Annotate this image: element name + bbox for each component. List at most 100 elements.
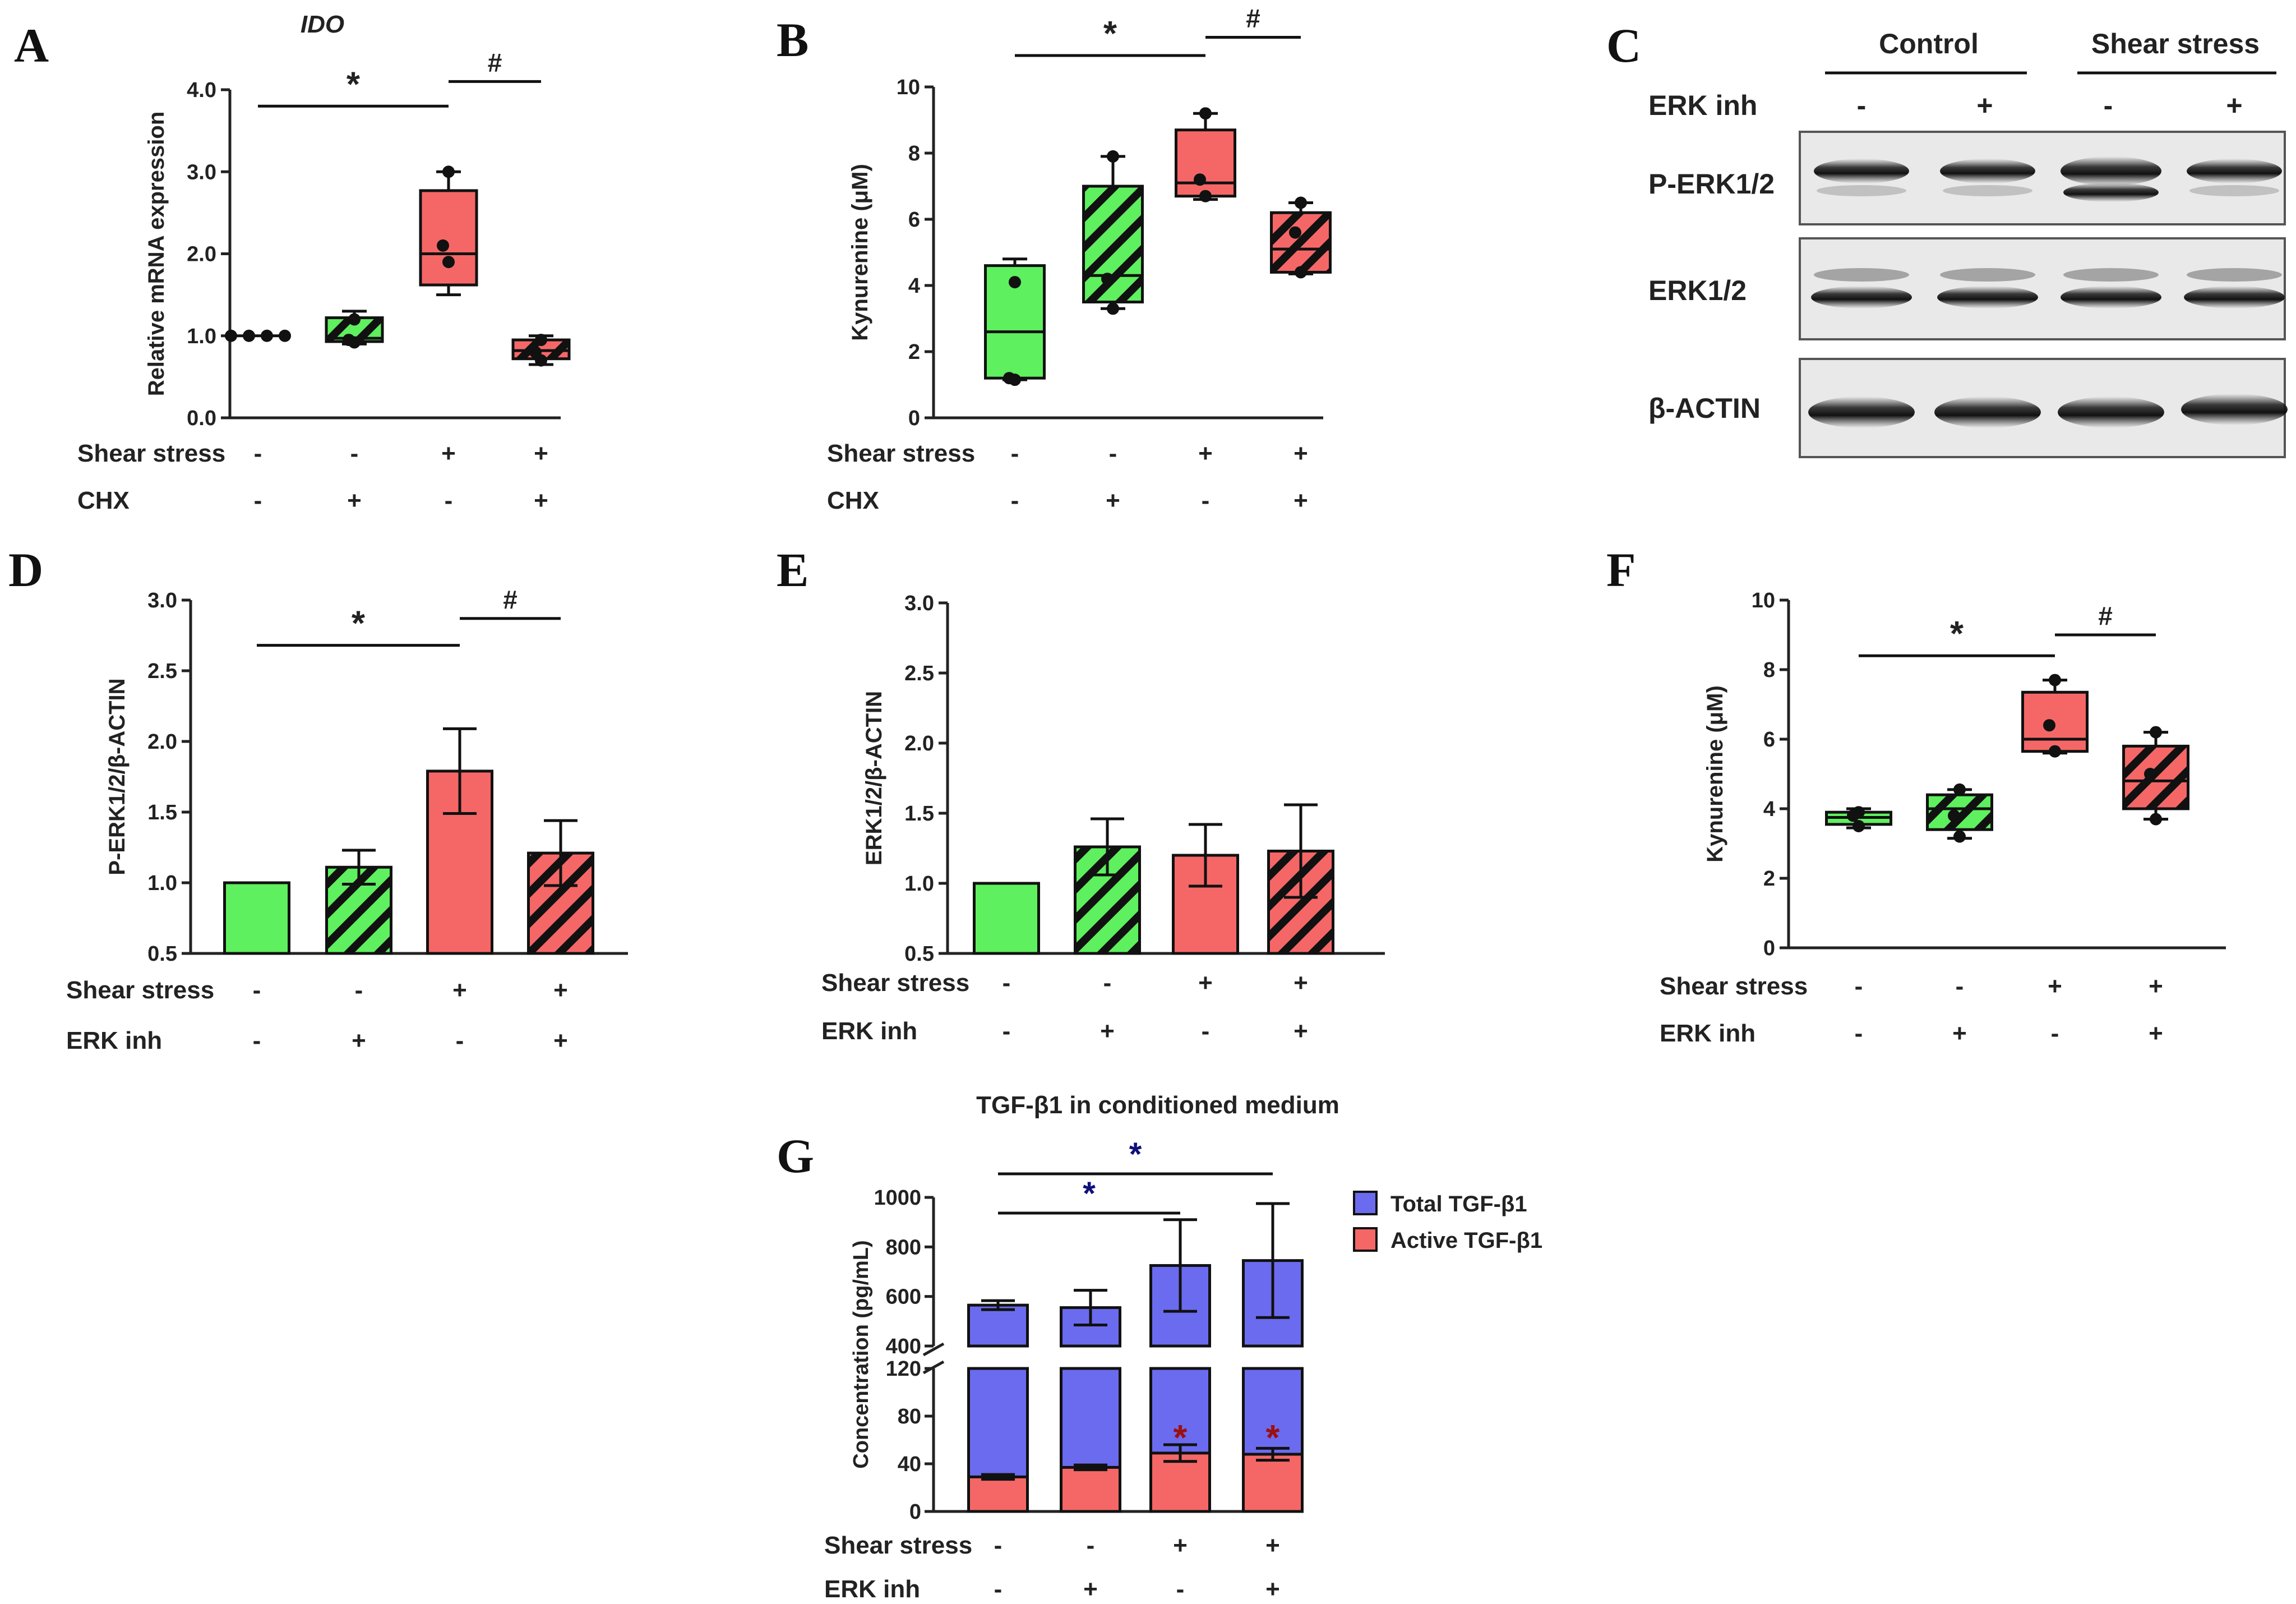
chart-f-data-point [1847, 809, 1859, 822]
chart-d-treatment-sign: + [352, 1027, 366, 1054]
chart-g-ytick-label: 600 [886, 1285, 921, 1309]
chart-e-ylabel: ERK1/2/β-ACTIN [862, 691, 886, 865]
wb-sign-4: + [2226, 90, 2242, 121]
chart-b-ytick-label: 2 [908, 340, 920, 364]
chart-g-legend-label-total: Total TGF-β1 [1390, 1192, 1527, 1216]
chart-b-data-point [1199, 190, 1212, 202]
chart-a-ytick-label: 4.0 [187, 79, 216, 102]
chart-g-treatment-sign: - [994, 1575, 1003, 1603]
chart-a-box [419, 189, 478, 287]
wb-band-erk-1a [1814, 268, 1909, 282]
wb-band-perk-4b [2189, 185, 2279, 196]
chart-g-sig-label: * [1083, 1176, 1096, 1212]
chart-e-bar [973, 882, 1040, 955]
chart-b-data-point [1009, 276, 1021, 289]
chart-f-box [2122, 744, 2189, 810]
panel-letter-g: G [777, 1129, 814, 1183]
chart-f-box [2021, 690, 2089, 753]
chart-f-ytick-label: 8 [1763, 658, 1775, 682]
chart-b-data-point [1107, 302, 1119, 315]
chart-a-ytick-label: 3.0 [187, 160, 216, 184]
chart-d-ytick-label: 2.5 [147, 660, 177, 683]
chart-f-data-point [1948, 809, 1960, 822]
chart-f-shear-sign: - [1956, 972, 1964, 1000]
chart-d-shear-sign: - [355, 976, 363, 1004]
wb-band-erk-1 [1811, 286, 1912, 308]
chart-d-ylabel: P-ERK1/2/β-ACTIN [105, 678, 130, 875]
chart-g-treatment-sign: + [1083, 1575, 1098, 1603]
chart-a-data-point [437, 239, 449, 252]
wb-band-perk-4 [2187, 159, 2282, 183]
chart-g-shear-sign: + [1173, 1532, 1188, 1559]
chart-a-sig-label: * [347, 65, 361, 104]
panel-letter-c: C [1606, 19, 1641, 72]
panel-letter-f: F [1606, 543, 1636, 597]
wb-band-erk-3a [2063, 268, 2159, 282]
chart-b-row-treatment-label: CHX [827, 487, 879, 514]
chart-g-row-treatment-label: ERK inh [824, 1575, 920, 1603]
chart-b-treatment-sign: + [1293, 487, 1308, 514]
chart-d-ytick-label: 0.5 [147, 942, 177, 966]
chart-f-data-point [1852, 820, 1865, 832]
chart-b-ytick-label: 4 [908, 274, 920, 298]
wb-band-erk-3 [2061, 286, 2161, 308]
chart-e-row-shear-label: Shear stress [821, 969, 969, 997]
chart-f-treatment-sign: + [1952, 1020, 1967, 1047]
chart-g-shear-sign: - [994, 1532, 1003, 1559]
chart-g-active-sig: * [1266, 1417, 1280, 1458]
chart-b-shear-sign: - [1109, 440, 1117, 467]
chart-a-shear-sign: + [441, 440, 456, 467]
chart-b-shear-sign: + [1293, 440, 1308, 467]
wb-group-shear: Shear stress [2091, 28, 2260, 59]
wb-band-perk-1 [1814, 159, 1909, 183]
chart-e-ytick-label: 2.0 [904, 732, 934, 755]
chart-g-axis-break [922, 1342, 945, 1357]
chart-d-row-treatment-label: ERK inh [66, 1027, 162, 1054]
chart-b-sig-label: # [1246, 4, 1260, 33]
wb-band-actin-3 [2058, 397, 2164, 428]
chart-g-ytick-label: 120 [886, 1357, 921, 1381]
chart-a-shear-sign: + [534, 440, 548, 467]
wb-treatment-label: ERK inh [1648, 90, 1757, 121]
wb-sign-2: + [1976, 90, 1993, 121]
panel-letter-d: D [8, 543, 43, 597]
chart-b-treatment-sign: + [1106, 487, 1120, 514]
wb-band-perk-2b [1943, 185, 2032, 196]
chart-d-ytick-label: 1.0 [147, 872, 177, 895]
chart-e-treatment-sign: - [1003, 1017, 1011, 1045]
chart-f-treatment-sign: + [2149, 1020, 2163, 1047]
chart-a-treatment-sign: - [254, 487, 262, 514]
chart-f-ytick-label: 0 [1763, 937, 1775, 960]
wb-band-perk-1b [1817, 185, 1906, 196]
wb-row-label-perk: P-ERK1/2 [1648, 168, 1775, 200]
chart-a-data-point [225, 329, 237, 342]
chart-a-title: IDO [301, 11, 344, 38]
chart-d-sig-label: * [352, 605, 366, 643]
chart-b-ytick-label: 0 [908, 407, 920, 430]
chart-f-treatment-sign: - [1855, 1020, 1863, 1047]
chart-b-treatment-sign: - [1011, 487, 1019, 514]
chart-g-ytick-label: 400 [886, 1335, 921, 1358]
wb-row-label-actin: β-ACTIN [1648, 393, 1761, 424]
chart-a-data-point [442, 165, 455, 178]
wb-band-perk-2 [1940, 159, 2035, 183]
chart-g-legend-swatch-total [1353, 1191, 1378, 1215]
wb-band-actin-1 [1808, 397, 1915, 428]
chart-a-data-point [535, 354, 547, 367]
chart-a-ylabel: Relative mRNA expression [144, 112, 169, 397]
wb-band-actin-4 [2181, 394, 2288, 425]
chart-b-ytick-label: 8 [908, 142, 920, 165]
chart-b-data-point [1295, 196, 1307, 209]
chart-d-ytick-label: 1.5 [147, 801, 177, 824]
chart-a-row-shear-label: Shear stress [77, 440, 225, 467]
panel-letter-a: A [14, 19, 49, 72]
chart-b-ytick-label: 10 [897, 76, 920, 99]
chart-e-treatment-sign: + [1100, 1017, 1115, 1045]
chart-f-data-point [1953, 783, 1966, 796]
chart-b-data-point [1289, 226, 1301, 239]
chart-d-ytick-label: 2.0 [147, 730, 177, 754]
wb-band-perk-3 [2061, 156, 2161, 186]
chart-g-ytick-label: 800 [886, 1236, 921, 1259]
wb-band-erk-4 [2184, 286, 2285, 308]
